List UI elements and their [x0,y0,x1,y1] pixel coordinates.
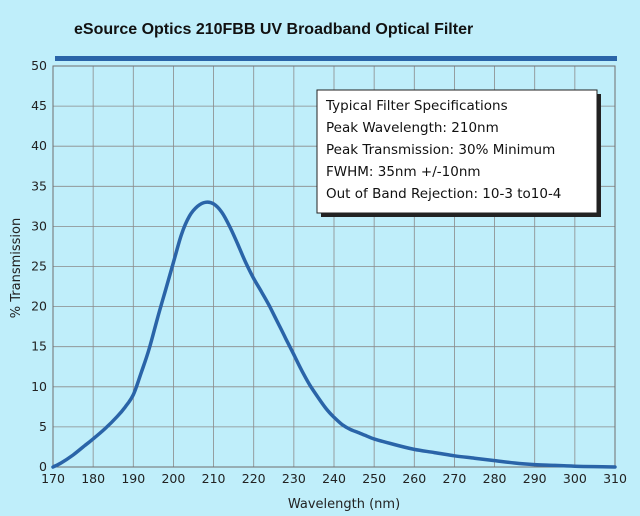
specs-box-shadow-right [597,94,601,217]
x-tick-label: 190 [121,471,145,486]
x-tick-label: 240 [322,471,346,486]
x-axis-label: Wavelength (nm) [288,497,400,512]
y-tick-label: 35 [31,178,47,193]
x-tick-label: 250 [362,471,386,486]
x-tick-label: 290 [523,471,547,486]
y-tick-label: 40 [31,138,47,153]
y-tick-label: 50 [31,58,47,73]
y-axis-label: % Transmission [9,218,24,318]
x-tick-label: 310 [603,471,627,486]
spec-line-rejection: Out of Band Rejection: 10-3 to10-4 [326,186,561,202]
title-accent-bar [55,56,617,61]
specs-box-frame [316,89,598,214]
spec-line-peak-transmission: Peak Transmission: 30% Minimum [326,142,555,158]
x-tick-label: 200 [161,471,185,486]
specs-box-shadow-bottom [321,213,601,217]
y-tick-label: 45 [31,98,47,113]
spec-line-heading: Typical Filter Specifications [325,98,508,114]
y-tick-label: 25 [31,259,47,274]
y-tick-label: 15 [31,339,47,354]
y-tick-label: 30 [31,218,47,233]
y-tick-label: 10 [31,379,47,394]
y-tick-labels: 0 5 10 15 20 25 30 35 40 45 50 [31,58,47,474]
x-tick-label: 170 [41,471,65,486]
x-tick-label: 180 [81,471,105,486]
x-tick-label: 260 [402,471,426,486]
x-tick-label: 220 [242,471,266,486]
y-tick-label: 0 [39,459,47,474]
transmission-curve [51,200,617,469]
chart-title: eSource Optics 210FBB UV Broadband Optic… [74,21,474,38]
x-tick-label: 270 [442,471,466,486]
spec-line-fwhm: FWHM: 35nm +/-10nm [326,164,481,180]
x-tick-label: 300 [563,471,587,486]
x-tick-labels: 170 180 190 200 210 220 230 240 250 260 270 280 290 3… [41,471,627,486]
x-tick-label: 210 [202,471,226,486]
x-tick-label: 280 [483,471,507,486]
y-tick-label: 5 [39,419,47,434]
plot-frame [52,65,616,468]
x-tick-label: 230 [282,471,306,486]
spec-line-peak-wavelength: Peak Wavelength: 210nm [326,120,499,136]
specs-box: Typical Filter Specifications Peak Wavel… [316,89,601,217]
y-tick-label: 20 [31,299,47,314]
